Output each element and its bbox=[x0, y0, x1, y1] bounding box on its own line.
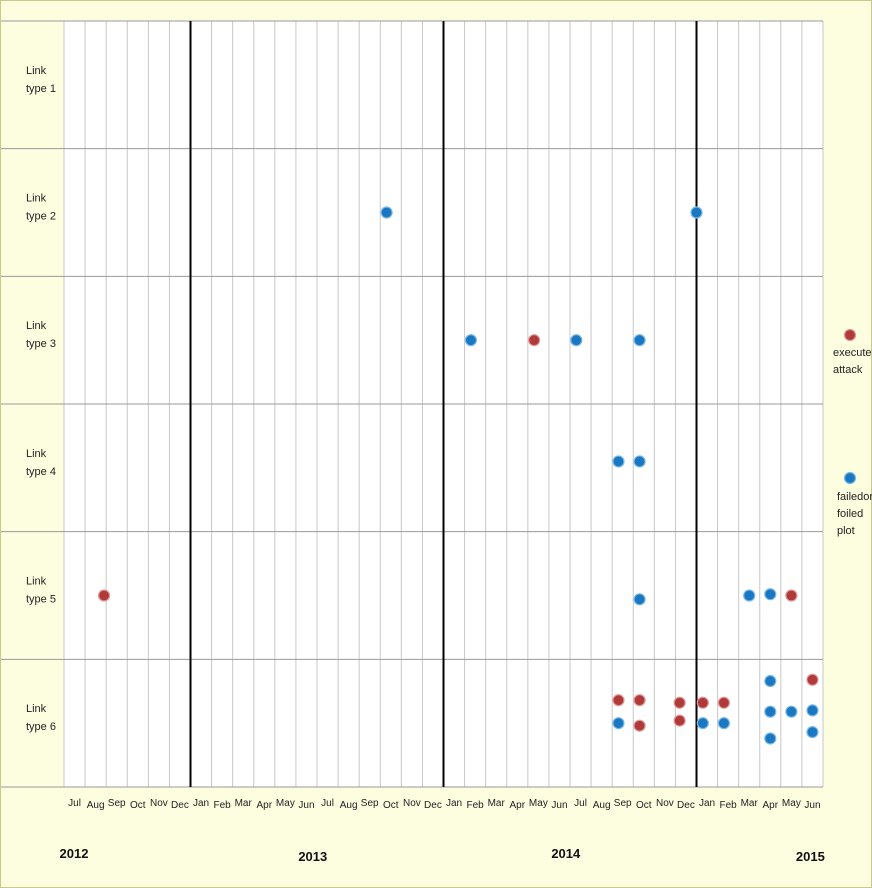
legend-marker-executed bbox=[843, 328, 857, 342]
month-tick-label: Jun bbox=[298, 800, 314, 811]
data-point-failed bbox=[806, 704, 819, 717]
data-point-failed bbox=[743, 589, 756, 602]
month-tick-label: Oct bbox=[130, 800, 146, 811]
data-point-failed bbox=[464, 334, 478, 347]
row-label: Link type 5 bbox=[26, 576, 56, 606]
month-tick-label: Aug bbox=[593, 800, 611, 811]
month-tick-label: Feb bbox=[214, 800, 232, 811]
month-tick-label: Jun bbox=[551, 800, 567, 811]
data-point-failed bbox=[806, 726, 819, 739]
data-point-failed bbox=[633, 334, 646, 347]
legend-label-failed: failedor foiled plot bbox=[837, 491, 872, 537]
month-tick-label: Jul bbox=[68, 798, 81, 809]
data-point-failed bbox=[696, 717, 709, 730]
month-tick-label: Feb bbox=[467, 800, 485, 811]
month-tick-label: Nov bbox=[656, 798, 674, 809]
month-tick-label: Mar bbox=[741, 798, 759, 809]
data-point-executed bbox=[633, 694, 646, 707]
month-tick-label: May bbox=[782, 798, 801, 809]
month-tick-label: Apr bbox=[257, 800, 273, 811]
month-tick-label: Nov bbox=[150, 798, 168, 809]
month-tick-label: Jan bbox=[446, 798, 462, 809]
month-tick-label: Jan bbox=[193, 798, 209, 809]
month-tick-label: Nov bbox=[403, 798, 421, 809]
month-tick-label: Oct bbox=[636, 800, 652, 811]
year-label: 2013 bbox=[298, 849, 327, 864]
data-point-executed bbox=[806, 673, 819, 686]
month-tick-label: Aug bbox=[87, 800, 105, 811]
month-tick-label: Sep bbox=[361, 798, 379, 809]
month-tick-label: Aug bbox=[340, 800, 358, 811]
data-point-failed bbox=[570, 334, 583, 347]
data-point-executed bbox=[673, 696, 686, 709]
month-tick-label: Apr bbox=[763, 800, 779, 811]
month-tick-label: Jul bbox=[321, 798, 334, 809]
year-label: 2015 bbox=[796, 849, 825, 864]
month-tick-label: May bbox=[276, 798, 295, 809]
data-point-failed bbox=[612, 717, 625, 730]
data-point-failed bbox=[764, 705, 777, 718]
month-tick-label: Dec bbox=[424, 800, 442, 811]
row-label: Link type 4 bbox=[26, 448, 56, 478]
month-tick-label: Mar bbox=[488, 798, 506, 809]
data-point-executed bbox=[785, 589, 798, 602]
month-tick-label: Mar bbox=[235, 798, 253, 809]
data-point-failed bbox=[764, 732, 777, 745]
month-tick-label: Sep bbox=[108, 798, 126, 809]
data-point-failed bbox=[633, 593, 646, 606]
data-point-executed bbox=[97, 589, 111, 602]
row-label: Link type 2 bbox=[26, 193, 56, 223]
data-point-failed bbox=[764, 674, 777, 688]
row-label: Link type 6 bbox=[26, 703, 56, 733]
data-point-executed bbox=[696, 696, 709, 709]
data-point-executed bbox=[673, 714, 686, 727]
data-point-executed bbox=[528, 334, 541, 347]
month-tick-label: Dec bbox=[677, 800, 695, 811]
data-point-failed bbox=[785, 705, 798, 718]
data-point-failed bbox=[717, 717, 731, 730]
month-tick-label: Sep bbox=[614, 798, 632, 809]
month-tick-label: Jan bbox=[699, 798, 715, 809]
year-label: 2012 bbox=[60, 846, 89, 861]
legend-label-executed: executed attack bbox=[833, 347, 872, 376]
year-label: 2014 bbox=[551, 846, 581, 861]
data-point-failed bbox=[612, 455, 625, 468]
data-point-failed bbox=[380, 206, 393, 219]
data-point-failed bbox=[764, 588, 777, 601]
data-point-executed bbox=[612, 694, 625, 707]
row-label: Link type 1 bbox=[26, 65, 56, 95]
data-point-executed bbox=[717, 696, 731, 709]
month-tick-label: Dec bbox=[171, 800, 189, 811]
month-tick-label: Jun bbox=[804, 800, 820, 811]
data-point-executed bbox=[633, 719, 646, 732]
data-point-failed bbox=[690, 206, 703, 219]
month-tick-label: Feb bbox=[720, 800, 738, 811]
month-tick-label: Oct bbox=[383, 800, 399, 811]
month-tick-label: Apr bbox=[510, 800, 526, 811]
row-label: Link type 3 bbox=[26, 320, 56, 350]
month-tick-label: Jul bbox=[574, 798, 587, 809]
data-point-failed bbox=[633, 455, 646, 468]
month-tick-label: May bbox=[529, 798, 548, 809]
legend-marker-failed bbox=[843, 471, 857, 485]
